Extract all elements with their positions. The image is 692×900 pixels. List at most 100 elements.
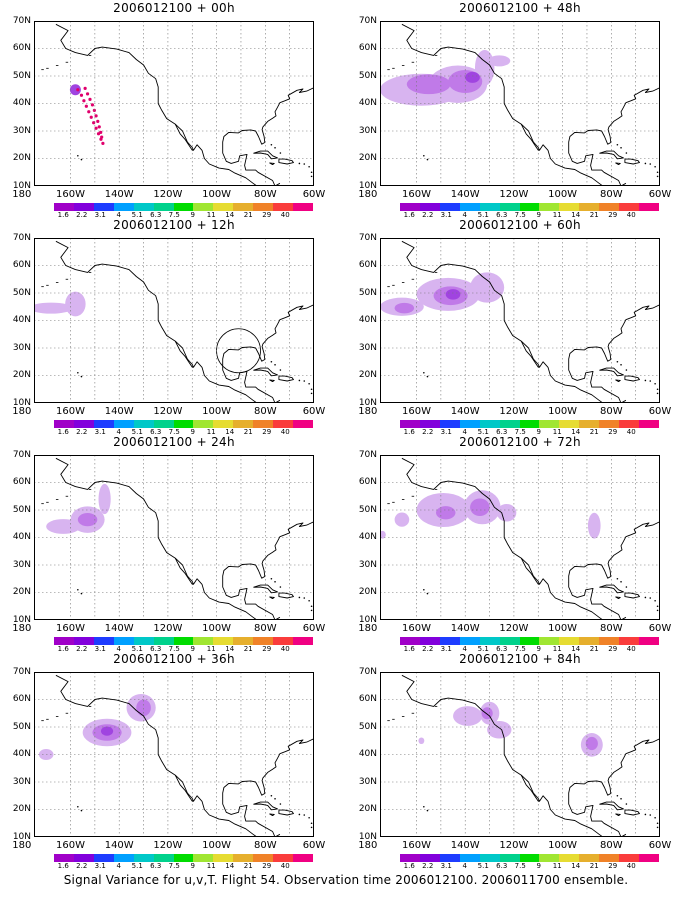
latitude-tick-label: 30N — [358, 342, 377, 353]
longitude-tick-label: 100W — [548, 623, 578, 634]
longitude-tick-label: 160W — [56, 406, 85, 417]
latitude-tick-label: 30N — [358, 776, 377, 787]
colorbar-swatch — [153, 420, 174, 428]
variance-region — [100, 726, 114, 736]
longitude-tick-label: 80W — [253, 189, 277, 200]
colorbar-label: 14 — [571, 428, 581, 436]
coastline — [34, 23, 314, 186]
colorbar-swatch — [133, 637, 154, 645]
colorbar-label: 40 — [280, 862, 290, 870]
longitude-tick-label: 140W — [450, 623, 480, 634]
colorbar-swatch — [479, 637, 500, 645]
map-panel: 2006012100 + 12h 70N 60N 50N 40N 30N 20N 10N 180… — [0, 217, 346, 436]
colorbar-label: 11 — [552, 211, 562, 219]
latitude-tick-label: 40N — [358, 315, 377, 325]
map-plot — [34, 238, 314, 403]
variance-region — [487, 720, 512, 739]
colorbar-swatch — [233, 203, 254, 211]
colorbar-swatch — [400, 203, 420, 211]
colorbar-swatch — [293, 637, 313, 645]
colorbar-label: 1.6 — [403, 211, 415, 219]
latitude-tick-label: 50N — [12, 721, 31, 732]
colorbar-label: 5.1 — [131, 645, 143, 653]
colorbar-label: 7.5 — [168, 428, 180, 436]
variance-region — [585, 736, 598, 751]
colorbar-label: 5.1 — [131, 428, 143, 436]
longitude-tick-label: 180 — [358, 189, 378, 200]
longitude-tick-label: 160W — [402, 840, 431, 851]
map-plot — [34, 672, 314, 837]
colorbar-swatch — [419, 203, 440, 211]
latitude-tick-label: 60N — [358, 477, 377, 487]
colorbar-swatch — [599, 854, 620, 862]
variance-region — [496, 503, 517, 522]
colorbar-swatch — [619, 854, 640, 862]
colorbar-swatch — [113, 637, 134, 645]
colorbar — [54, 203, 313, 211]
colorbar-label: 7.5 — [514, 428, 526, 436]
colorbar-swatch — [54, 203, 74, 211]
colorbar-swatch — [293, 420, 313, 428]
colorbar-swatch — [193, 637, 214, 645]
colorbar-label: 14 — [225, 645, 235, 653]
latitude-tick-label: 40N — [358, 749, 377, 759]
latitude-tick-label: 70N — [12, 232, 31, 243]
longitude-tick-label: 100W — [202, 840, 232, 851]
longitude-tick-label: 80W — [599, 623, 623, 634]
colorbar-label: 2.2 — [422, 211, 434, 219]
variance-region — [470, 498, 490, 517]
colorbar-swatch — [113, 420, 134, 428]
latitude-tick-label: 10N — [358, 180, 377, 191]
latitude-tick-label: 70N — [358, 449, 377, 460]
colorbar-swatch — [273, 637, 294, 645]
colorbar-label: 9 — [190, 211, 195, 219]
latitude-tick-label: 60N — [358, 43, 377, 53]
colorbar-swatch — [579, 203, 600, 211]
observation-point — [88, 97, 92, 101]
latitude-tick-label: 50N — [12, 70, 31, 81]
colorbar-label: 1.6 — [403, 645, 415, 653]
colorbar-label: 2.2 — [422, 645, 434, 653]
map-plot — [380, 672, 660, 837]
latitude-tick-label: 20N — [12, 804, 31, 814]
colorbar-label: 14 — [571, 862, 581, 870]
colorbar-label: 2.2 — [76, 645, 88, 653]
colorbar-label: 14 — [225, 428, 235, 436]
colorbar-swatch — [93, 420, 114, 428]
colorbar-swatch — [213, 203, 234, 211]
colorbar-swatch — [93, 203, 114, 211]
longitude-tick-label: 140W — [450, 840, 480, 851]
colorbar-label: 14 — [225, 211, 235, 219]
colorbar — [400, 420, 659, 428]
colorbar-swatch — [439, 854, 460, 862]
colorbar-swatch — [153, 854, 174, 862]
colorbar-swatch — [273, 203, 294, 211]
colorbar-swatch — [499, 420, 520, 428]
longitude-tick-label: 120W — [153, 623, 183, 634]
colorbar-label: 3.1 — [440, 211, 452, 219]
colorbar-swatch — [253, 854, 274, 862]
colorbar-label: 11 — [552, 645, 562, 653]
colorbar-swatch — [173, 203, 194, 211]
latitude-tick-label: 30N — [358, 559, 377, 570]
colorbar-label: 9 — [190, 428, 195, 436]
longitude-tick-label: 120W — [499, 623, 529, 634]
observation-point — [89, 115, 93, 119]
latitude-tick-label: 40N — [12, 749, 31, 759]
latitude-tick-label: 60N — [358, 260, 377, 270]
latitude-tick-label: 60N — [12, 694, 31, 704]
colorbar-label: 7.5 — [514, 645, 526, 653]
longitude-tick-label: 80W — [253, 406, 277, 417]
longitude-tick-label: 180 — [358, 623, 378, 634]
colorbar-label: 6.3 — [150, 862, 162, 870]
colorbar-label: 21 — [589, 428, 599, 436]
colorbar-swatch — [213, 854, 234, 862]
colorbar-swatch — [599, 420, 620, 428]
longitude-tick-label: 100W — [548, 189, 578, 200]
colorbar-label: 4 — [116, 645, 121, 653]
colorbar-swatch — [73, 420, 94, 428]
latitude-tick-label: 20N — [12, 587, 31, 597]
latitude-tick-label: 60N — [12, 43, 31, 53]
latitude-tick-label: 40N — [12, 98, 31, 108]
observation-point — [87, 110, 91, 114]
